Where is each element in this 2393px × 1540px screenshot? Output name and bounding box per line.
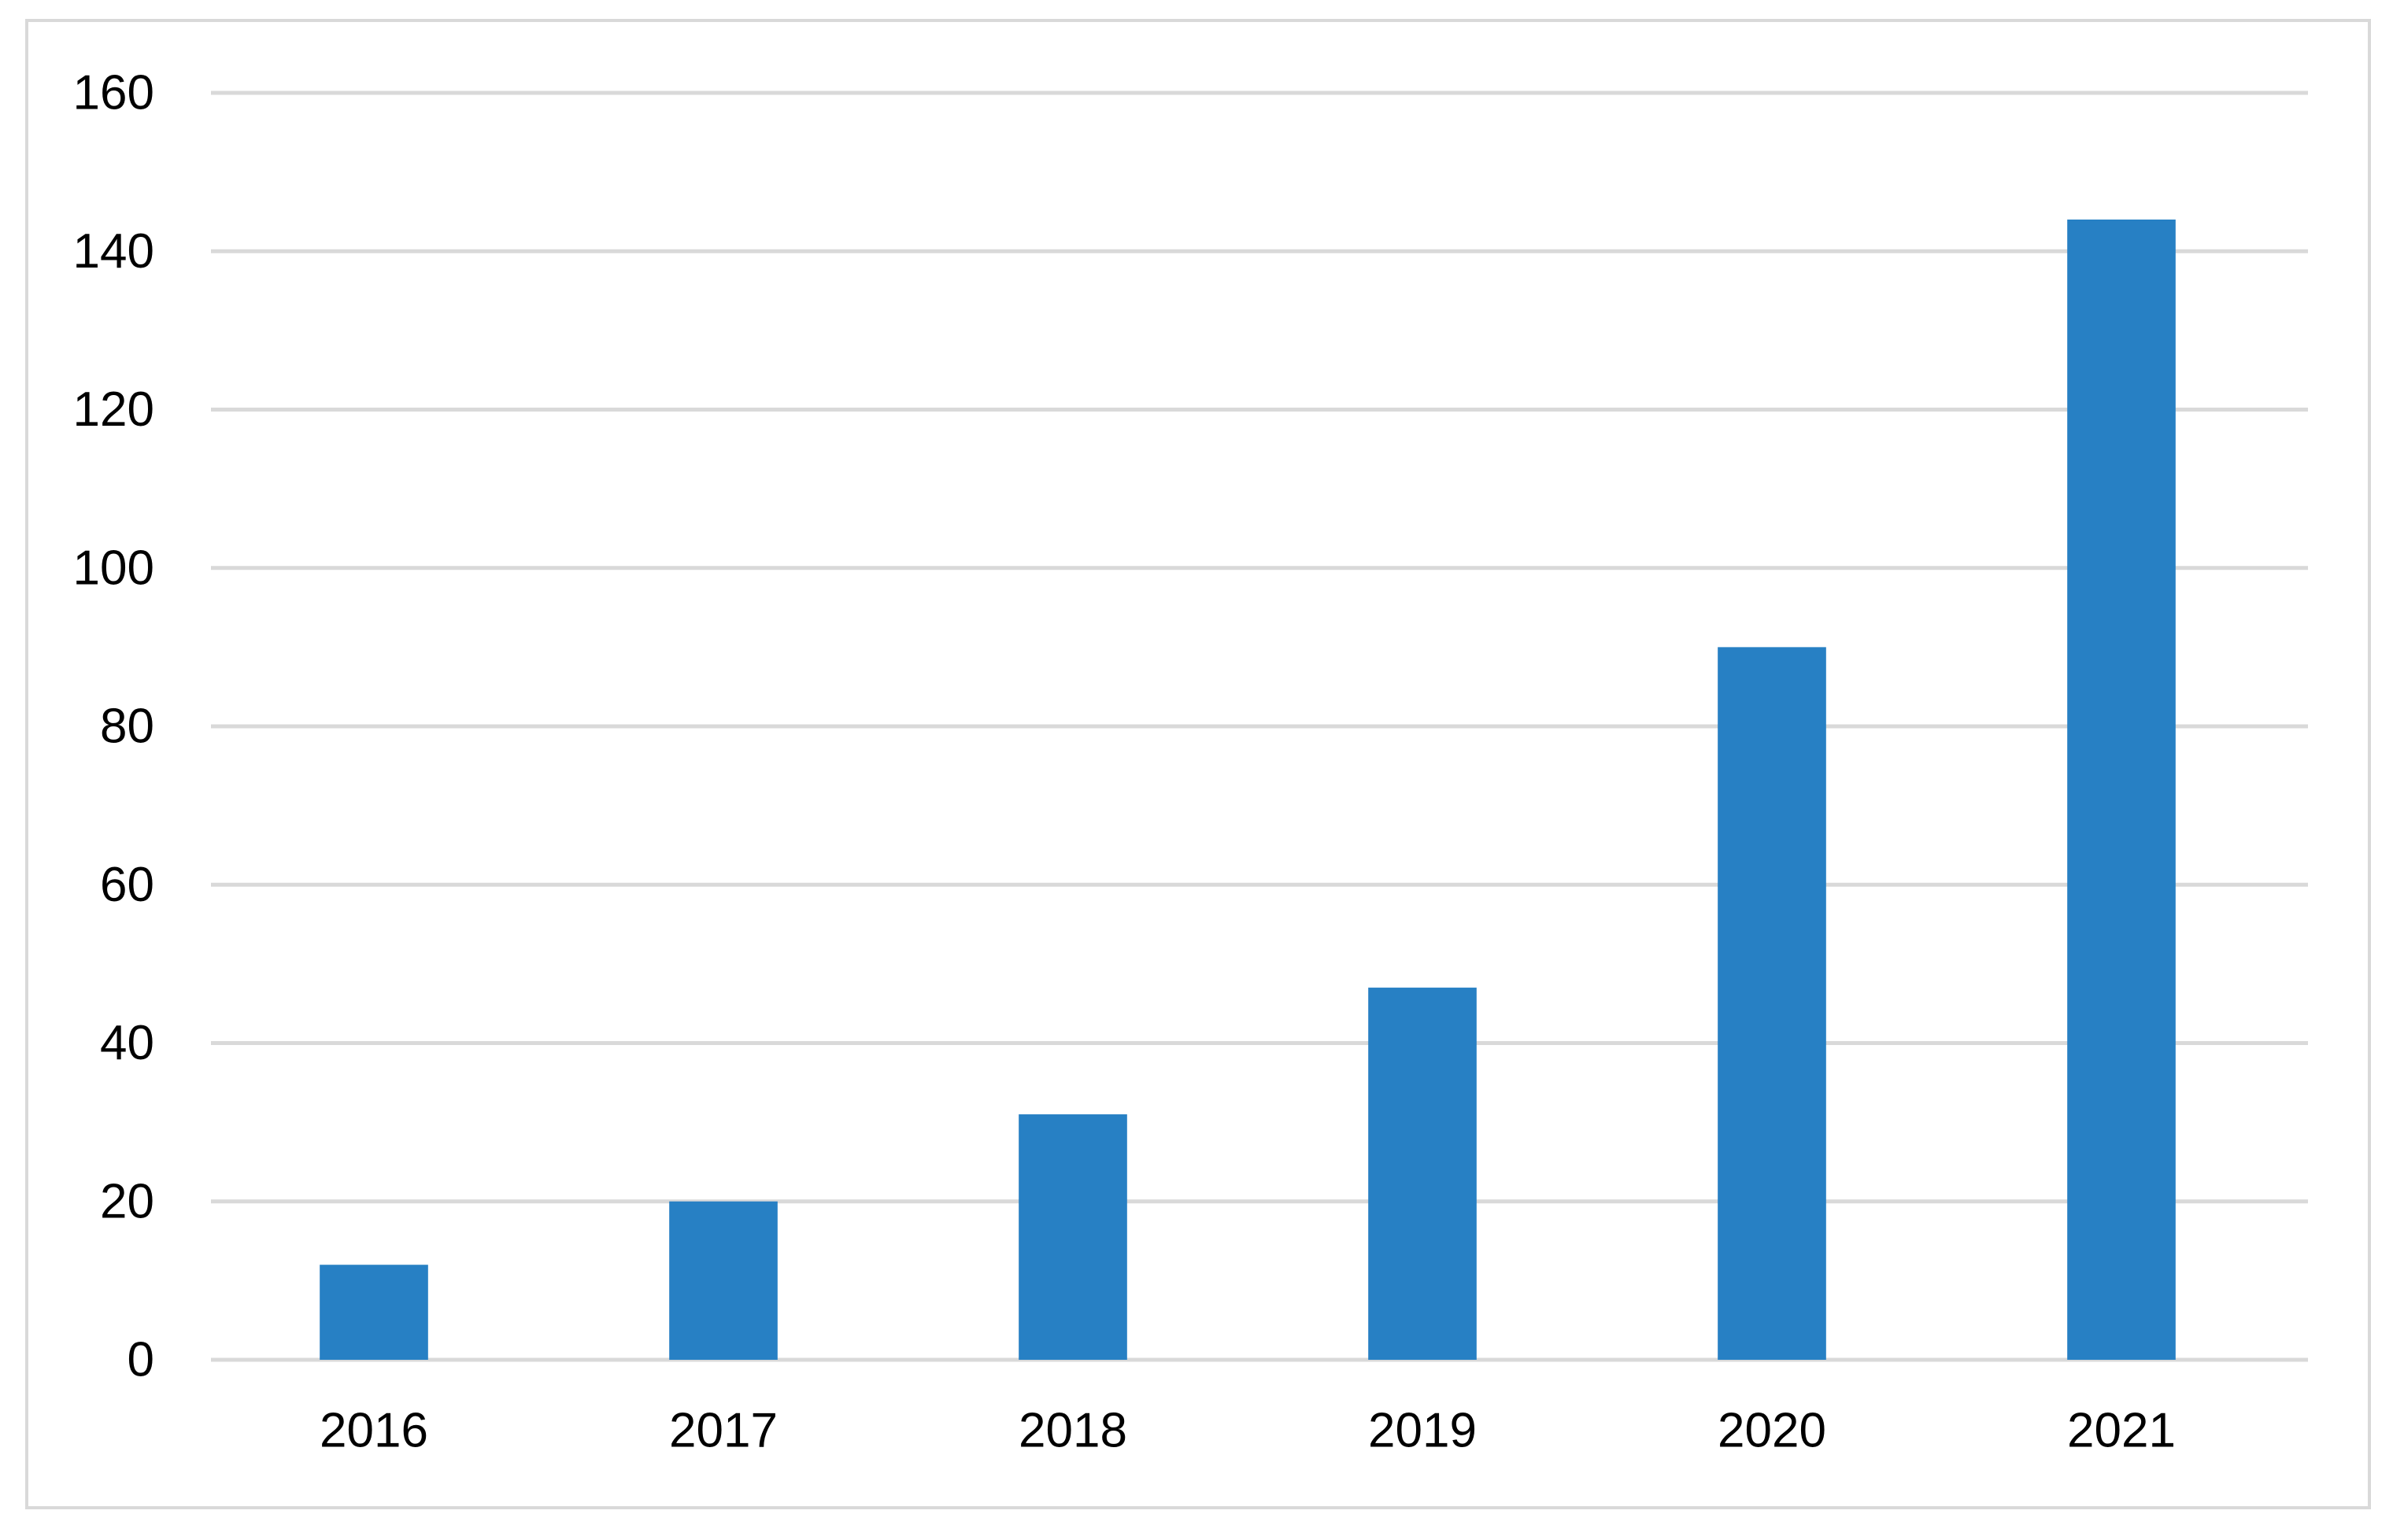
chart-frame [25,19,2371,1509]
bar-2019 [1368,988,1477,1360]
bar-2017 [669,1201,778,1360]
bar-2020 [1718,647,1826,1360]
y-tick-label-120: 120 [73,382,154,437]
y-tick-label-60: 60 [100,858,154,912]
x-tick-label-2018: 2018 [1019,1404,1127,1458]
y-tick-label-40: 40 [100,1016,154,1070]
x-tick-label-2016: 2016 [320,1404,428,1458]
gridlines [211,90,2308,1362]
y-tick-label-0: 0 [128,1333,154,1387]
x-tick-label-2021: 2021 [2067,1404,2176,1458]
bars [320,220,2176,1360]
bar-2021 [2067,220,2176,1360]
bar-2016 [320,1265,428,1360]
y-axis-tick-labels: 0 20 40 60 80 100 120 140 160 [73,66,154,1387]
x-axis-tick-labels: 2016 2017 2018 2019 2020 2021 [320,1404,2176,1458]
x-tick-label-2019: 2019 [1368,1404,1477,1458]
y-tick-label-80: 80 [100,700,154,754]
y-tick-label-100: 100 [73,541,154,595]
x-tick-label-2020: 2020 [1718,1404,1826,1458]
x-tick-label-2017: 2017 [669,1404,778,1458]
y-tick-label-160: 160 [73,66,154,120]
y-tick-label-20: 20 [100,1174,154,1228]
y-tick-label-140: 140 [73,224,154,279]
bar-2018 [1019,1114,1127,1360]
